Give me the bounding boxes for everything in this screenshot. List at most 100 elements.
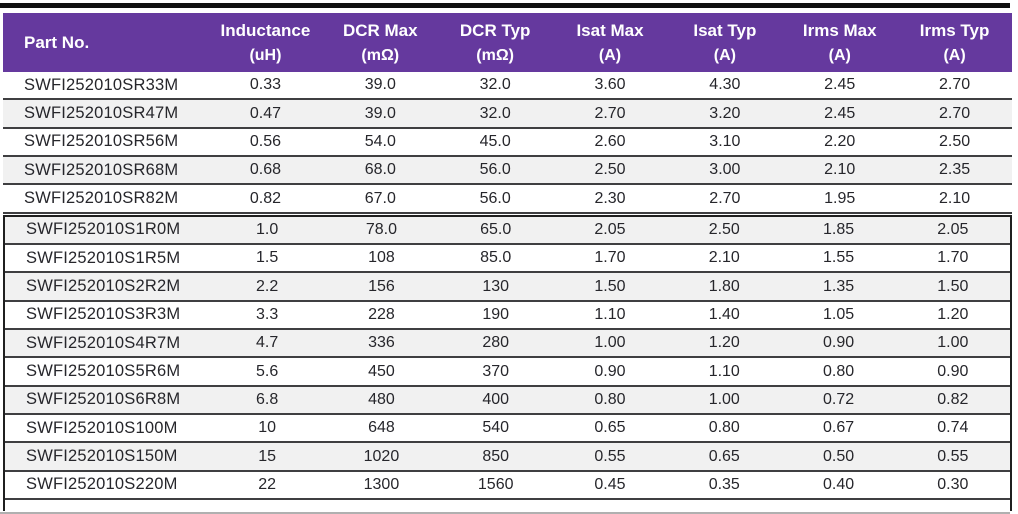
value-cell: 1.50 [937,277,969,295]
value-cell: 228 [368,305,395,323]
part-no-cell: SWFI252010SR82M [24,189,179,208]
table-body-lower-block: SWFI252010S1R0M 1.0 78.0 65.0 2.05 2.50 1.85 2.… [3,214,1012,512]
part-no-cell: SWFI252010SR47M [24,104,179,123]
value-cell: 1.10 [594,305,626,323]
header-col-isat-max: Isat Max (A) [553,13,668,72]
value-cell: 1.0 [256,220,279,238]
value-cell: 0.56 [249,132,281,150]
value-cell: 1.40 [708,305,740,323]
value-cell: 1560 [477,475,514,493]
value-cell: 2.10 [708,249,740,267]
header-col-dcr-max: DCR Max (mΩ) [323,13,438,72]
value-cell: 68.0 [364,161,396,179]
value-cell: 1.5 [256,249,279,267]
header-col-label: Irms Typ [919,20,990,40]
part-no-cell: SWFI252010S1R5M [26,248,181,267]
header-col-label: Isat Max [576,20,644,40]
part-no-cell: SWFI252010SR33M [24,75,179,94]
value-cell: 39.0 [364,104,396,122]
part-no-cell: SWFI252010S6R8M [26,390,181,409]
header-col-label: Irms Max [802,20,877,40]
value-cell: 0.68 [249,161,281,179]
part-no-cell: SWFI252010S220M [26,475,178,494]
table-row: SWFI252010S3R3M 3.3 228 190 1.10 1.40 1.05 1.20 [5,301,1010,331]
header-col-unit: (A) [598,46,622,64]
value-cell: 85.0 [480,249,512,267]
value-cell: 108 [368,249,395,267]
value-cell: 1.55 [822,249,855,267]
value-cell: 0.72 [822,390,855,408]
value-cell: 54.0 [364,132,396,150]
value-cell: 3.10 [709,132,741,150]
value-cell: 78.0 [365,220,397,238]
value-cell: 0.55 [937,447,969,465]
value-cell: 10 [258,419,277,437]
table-row: SWFI252010SR82M 0.82 67.0 56.0 2.30 2.70 1.95 2… [3,185,1012,214]
header-col-label: Inductance [220,20,311,40]
value-cell: 0.67 [822,419,855,437]
value-cell: 4.7 [256,334,279,352]
value-cell: 56.0 [479,189,511,207]
value-cell: 1.70 [937,249,969,267]
value-cell: 1.80 [708,277,740,295]
header-col-dcr-typ: DCR Typ (mΩ) [438,13,553,72]
table-body-upper-block: SWFI252010SR33M 0.33 39.0 32.0 3.60 4.30 2.45 2… [3,72,1012,214]
table-row: SWFI252010S150M 15 1020 850 0.55 0.65 0.50 0.55 [5,443,1010,472]
value-cell: 0.40 [822,475,855,493]
value-cell: 130 [482,277,510,295]
value-cell: 22 [258,475,277,493]
value-cell: 480 [368,390,395,408]
value-cell: 65.0 [480,220,512,238]
value-cell: 2.45 [824,104,856,122]
value-cell: 1.35 [822,277,855,295]
value-cell: 2.60 [594,132,626,150]
table-row: SWFI252010S4R7M 4.7 336 280 1.00 1.20 0.90 1.00 [5,330,1010,359]
part-no-cell: SWFI252010SR56M [24,132,179,151]
header-col-unit: (A) [713,46,736,64]
value-cell: 1.70 [594,249,626,267]
value-cell: 336 [368,334,395,352]
value-cell: 3.00 [709,161,741,179]
part-no-cell: SWFI252010S100M [26,418,178,437]
value-cell: 32.0 [479,104,511,122]
table-row: SWFI252010SR33M 0.33 39.0 32.0 3.60 4.30 2.45 2… [3,72,1012,101]
header-col-unit: (A) [828,46,851,64]
header-col-unit: (mΩ) [361,46,400,64]
value-cell: 39.0 [364,76,396,94]
value-cell: 370 [482,362,510,380]
value-cell: 1.00 [594,334,626,352]
part-no-cell: SWFI252010S2R2M [26,277,181,296]
value-cell: 0.90 [594,362,626,380]
value-cell: 0.90 [937,362,969,380]
value-cell: 2.05 [594,220,626,238]
part-no-cell: SWFI252010S4R7M [26,333,181,352]
value-cell: 5.6 [256,362,279,380]
value-cell: 0.45 [594,475,626,493]
table-row: SWFI252010S2R2M 2.2 156 130 1.50 1.80 1.35 1.50 [5,273,1010,302]
value-cell: 0.33 [249,76,281,94]
header-col-inductance: Inductance (uH) [208,13,323,72]
value-cell: 2.45 [824,76,856,94]
table-row: SWFI252010S5R6M 5.6 450 370 0.90 1.10 0.80 0.90 [5,358,1010,387]
value-cell: 1.20 [708,334,740,352]
value-cell: 0.82 [249,189,281,207]
value-cell: 0.30 [937,475,969,493]
part-no-cell: SWFI252010S150M [26,447,178,466]
header-col-unit: (A) [943,46,966,64]
value-cell: 2.50 [594,161,626,179]
header-col-unit: (uH) [249,46,282,64]
value-cell: 1.50 [594,277,626,295]
value-cell: 2.2 [256,277,279,295]
table-row: SWFI252010S1R0M 1.0 78.0 65.0 2.05 2.50 1.85 2.… [5,216,1010,246]
table-row: SWFI252010S6R8M 6.8 480 400 0.80 1.00 0.72 0.82 [5,386,1010,416]
header-part-no: Part No. [24,32,90,52]
header-col-irms-typ: Irms Typ (A) [897,13,1012,72]
value-cell: 1020 [363,447,400,465]
top-divider-line [0,3,1010,8]
value-cell: 0.47 [249,104,281,122]
value-cell: 0.50 [822,447,855,465]
table-header-row: Part No. Inductance (uH) DCR Max (mΩ) DCR Typ… [3,13,1012,72]
value-cell: 1.20 [937,305,969,323]
value-cell: 1.05 [822,305,855,323]
